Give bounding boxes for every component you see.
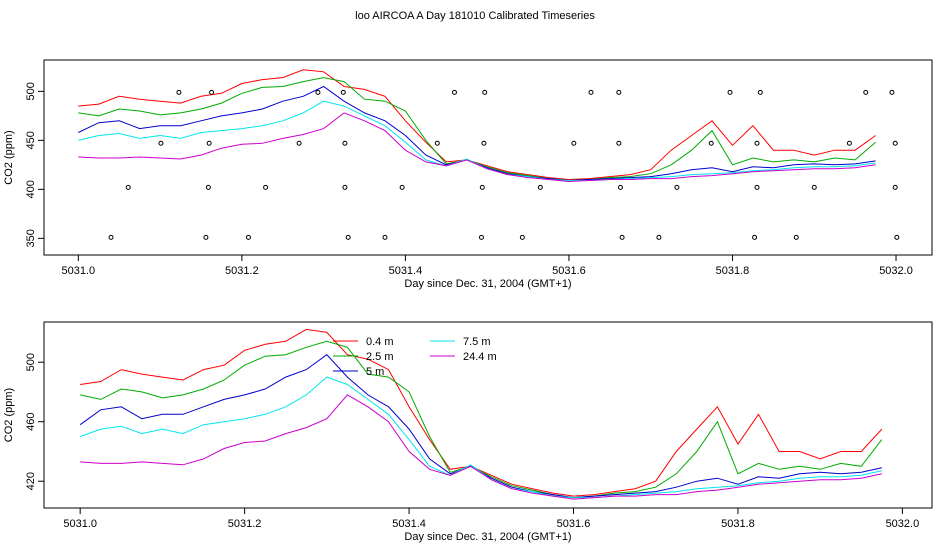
x-axis-label: Day since Dec. 31, 2004 (GMT+1)	[404, 531, 571, 543]
x-tick-label: 5031.4	[392, 518, 426, 530]
series-line	[80, 376, 882, 499]
y-tick-label: 500	[25, 353, 37, 371]
flag-point	[478, 234, 484, 240]
flag-point	[245, 234, 251, 240]
x-tick-label: 5031.6	[557, 518, 591, 530]
flag-point	[176, 89, 182, 95]
legend-label: 24.4 m	[463, 351, 497, 363]
flag-point	[617, 184, 623, 190]
flag-point	[205, 184, 211, 190]
plot-frame	[43, 59, 933, 256]
legend-label: 2.5 m	[366, 351, 394, 363]
flag-point	[889, 89, 895, 95]
flag-point	[203, 234, 209, 240]
flag-point	[125, 184, 131, 190]
flag-point	[811, 184, 817, 190]
legend-label: 7.5 m	[463, 336, 491, 348]
flag-point	[451, 89, 457, 95]
x-tick-label: 5031.0	[63, 518, 97, 530]
flag-point	[754, 184, 760, 190]
flag-point	[206, 140, 212, 146]
flag-point	[846, 140, 852, 146]
flag-point	[296, 140, 302, 146]
x-tick-label: 5031.2	[225, 265, 259, 277]
flag-point	[892, 140, 898, 146]
series-line	[78, 100, 876, 181]
y-tick-label: 450	[25, 131, 37, 149]
flag-point	[752, 234, 758, 240]
flag-point	[674, 184, 680, 190]
flag-point	[482, 89, 488, 95]
y-tick-label: 460	[25, 413, 37, 431]
flag-point	[209, 89, 215, 95]
x-tick-label: 5031.6	[552, 265, 586, 277]
flag-point	[342, 140, 348, 146]
series-line	[80, 328, 883, 497]
page-title: loo AIRCOA A Day 181010 Calibrated Times…	[355, 10, 595, 22]
flag-point	[345, 234, 351, 240]
flag-point	[519, 234, 525, 240]
flag-point	[315, 89, 321, 95]
y-tick-label: 420	[25, 472, 37, 490]
flag-point	[479, 184, 485, 190]
x-tick-label: 5031.4	[389, 265, 423, 277]
flag-point	[616, 140, 622, 146]
plot-frame	[43, 321, 933, 509]
series-line	[78, 112, 876, 183]
y-tick-label: 400	[25, 180, 37, 198]
flag-point	[754, 140, 760, 146]
x-tick-label: 5032.0	[886, 518, 920, 530]
x-tick-label: 5032.0	[879, 265, 913, 277]
x-tick-label: 5031.8	[716, 265, 750, 277]
flag-point	[263, 184, 269, 190]
x-tick-label: 5031.2	[228, 518, 262, 530]
x-axis-label: Day since Dec. 31, 2004 (GMT+1)	[404, 278, 571, 290]
flag-point	[481, 140, 487, 146]
flag-point	[537, 184, 543, 190]
flag-point	[757, 89, 763, 95]
flag-point	[382, 234, 388, 240]
y-axis-label: CO2 (ppm)	[3, 130, 15, 184]
flag-point	[656, 234, 662, 240]
series-line	[80, 340, 883, 499]
series-line	[80, 394, 882, 500]
flag-point	[894, 234, 900, 240]
flag-point	[616, 89, 622, 95]
legend-label: 0.4 m	[366, 336, 394, 348]
flag-point	[588, 89, 594, 95]
flag-point	[793, 234, 799, 240]
y-tick-label: 500	[25, 82, 37, 100]
flag-point	[108, 234, 114, 240]
flag-point	[434, 140, 440, 146]
flag-point	[399, 184, 405, 190]
flag-point	[892, 184, 898, 190]
flag-point	[342, 184, 348, 190]
flag-point	[863, 89, 869, 95]
flag-point	[340, 89, 346, 95]
flag-point	[619, 234, 625, 240]
y-axis-label: CO2 (ppm)	[3, 388, 15, 442]
flag-point	[158, 140, 164, 146]
flag-point	[727, 89, 733, 95]
flag-point	[571, 140, 577, 146]
legend-label: 5 m	[366, 366, 384, 378]
x-tick-label: 5031.0	[62, 265, 96, 277]
x-tick-label: 5031.8	[721, 518, 755, 530]
flag-point	[708, 140, 714, 146]
y-tick-label: 350	[25, 229, 37, 247]
